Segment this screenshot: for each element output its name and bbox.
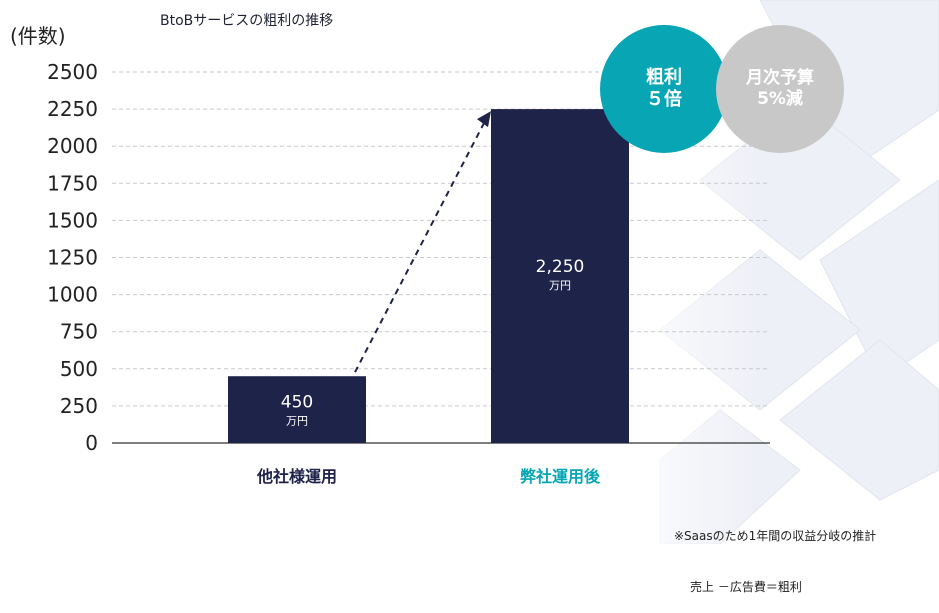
bar-value-label: 450 [281,393,313,413]
y-tick-label: 1500 [47,208,98,232]
footnote: ※Saasのため1年間の収益分岐の推計 売上 －広告費＝粗利 [674,494,876,613]
data-labels: 450 万円 2,250 万円 [281,257,585,428]
y-tick-label: 750 [60,320,98,344]
badge-profit-line1: 粗利 [646,66,682,88]
y-tick-label: 2250 [47,97,98,121]
category-label: 他社様運用 [256,467,337,486]
bar-unit-label: 万円 [549,279,571,292]
bar [228,376,366,443]
trend-arrow-head [477,111,491,128]
y-tick-label: 2000 [47,134,98,158]
category-labels: 他社様運用 弊社運用後 [256,467,601,486]
y-tick-label: 250 [60,394,98,418]
bar [491,109,629,443]
y-tick-label: 0 [85,431,98,455]
badge-budget-line1: 月次予算 [746,67,814,88]
profit-multiplier-badge: 粗利 ５倍 [600,25,728,153]
y-tick-labels: 0 250 500 750 1000 1250 1500 1750 2000 2250 2500 [47,60,98,455]
badge-profit-line2: ５倍 [646,89,682,110]
bar-unit-label: 万円 [286,415,308,428]
y-tick-label: 1250 [47,246,98,270]
y-tick-label: 1750 [47,171,98,195]
trend-arrow-line [354,120,486,373]
trend-arrow [354,111,491,373]
category-label: 弊社運用後 [520,467,601,486]
y-tick-label: 2500 [47,60,98,84]
y-tick-label: 500 [60,357,98,381]
budget-reduction-badge: 月次予算 5%減 [716,25,844,153]
bar-chart: 0 250 500 750 1000 1250 1500 1750 2000 2250 2500 4… [47,60,770,486]
footnote-line2: 売上 －広告費＝粗利 [690,580,802,594]
footnote-line1: ※Saasのため1年間の収益分岐の推計 [674,529,877,543]
y-tick-label: 1000 [47,283,98,307]
bars [228,109,629,443]
chart-title: BtoBサービスの粗利の推移 [160,13,334,29]
y-axis-unit-label: (件数) [10,24,66,48]
badge-budget-line2: 5%減 [757,89,803,109]
bar-value-label: 2,250 [536,257,585,277]
